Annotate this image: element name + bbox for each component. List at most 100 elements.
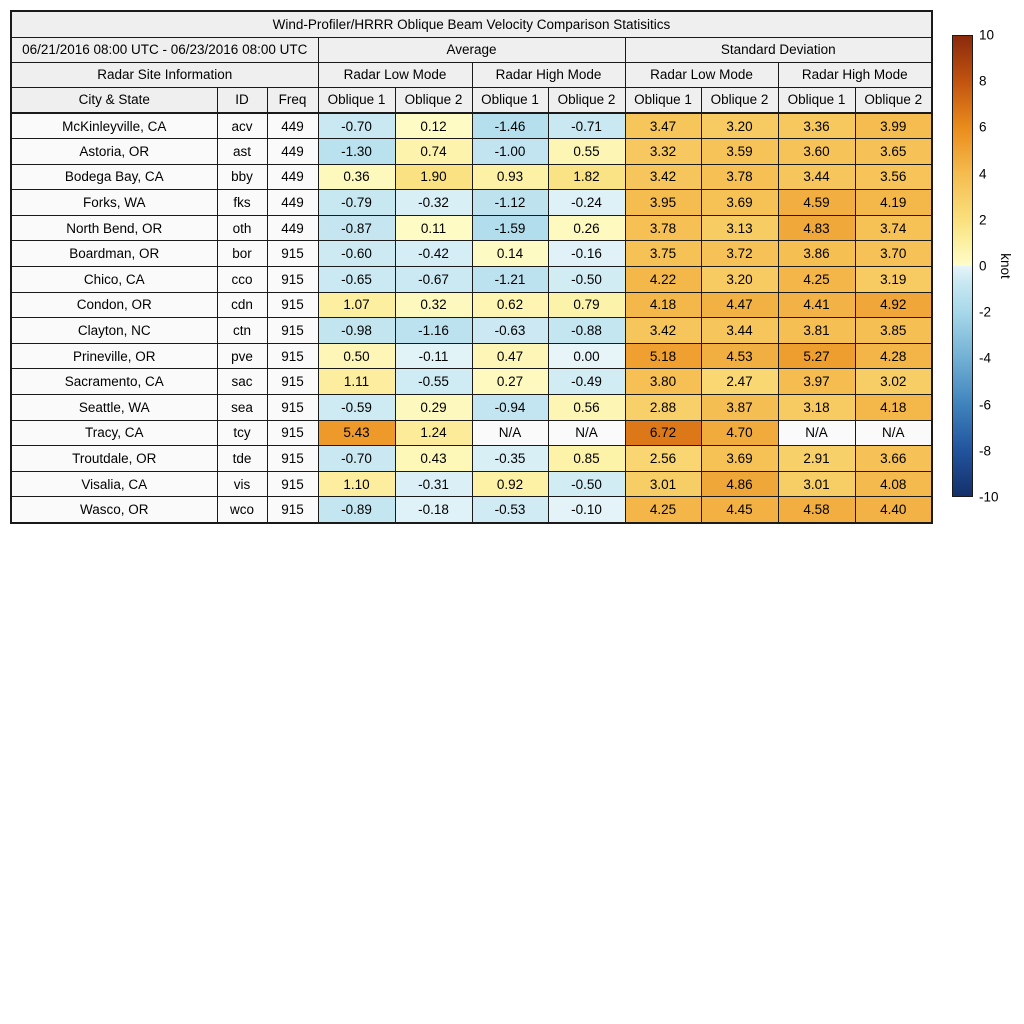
- header-avg-low-mode: Radar Low Mode: [317, 61, 473, 88]
- table-row: Sacramento, CA sac 915 1.11 -0.55 0.27 -0.49 3.…: [10, 368, 933, 396]
- cell-std-high-oblique1: 3.01: [777, 470, 856, 498]
- cell-std-high-oblique2: 3.56: [854, 163, 933, 191]
- cell-std-high-oblique2: 3.65: [854, 138, 933, 165]
- freq-cell: 915: [266, 240, 319, 268]
- cell-std-low-oblique1: 3.95: [624, 189, 702, 216]
- site-id-cell: vis: [216, 470, 268, 498]
- freq-cell: 449: [266, 189, 319, 216]
- site-id-cell: sea: [216, 394, 268, 421]
- colorbar-tick-label: -2: [979, 304, 992, 320]
- cell-avg-low-oblique2: -0.67: [394, 266, 473, 293]
- cell-std-high-oblique2: 3.99: [854, 112, 933, 140]
- cell-std-high-oblique1: 3.44: [777, 163, 856, 191]
- cell-avg-high-oblique1: -1.59: [471, 214, 549, 242]
- cell-std-low-oblique1: 3.32: [624, 138, 702, 165]
- site-id-cell: tde: [216, 445, 268, 472]
- freq-cell: 915: [266, 470, 319, 498]
- colorbar-unit-label: knot: [998, 253, 1013, 279]
- cell-std-low-oblique2: 3.69: [700, 189, 779, 216]
- cell-std-high-oblique1: 5.27: [777, 342, 856, 370]
- cell-avg-low-oblique2: -0.18: [394, 496, 473, 523]
- cell-std-low-oblique1: 3.75: [624, 240, 702, 268]
- freq-cell: 915: [266, 419, 319, 447]
- table-body: McKinleyville, CA acv 449 -0.70 0.12 -1.46 -0.…: [10, 112, 933, 523]
- city-cell: Wasco, OR: [10, 496, 218, 523]
- cell-std-high-oblique1: 4.83: [777, 214, 856, 242]
- cell-std-low-oblique2: 3.59: [700, 138, 779, 165]
- cell-avg-high-oblique2: N/A: [547, 419, 626, 447]
- cell-avg-high-oblique1: 0.14: [471, 240, 549, 268]
- cell-std-high-oblique1: 3.60: [777, 138, 856, 165]
- freq-cell: 915: [266, 394, 319, 421]
- header-avg-high-oblique2: Oblique 2: [547, 86, 626, 114]
- colorbar: [952, 35, 973, 497]
- table-row: Troutdale, OR tde 915 -0.70 0.43 -0.35 0.85 2.5…: [10, 445, 933, 472]
- site-id-cell: ast: [216, 138, 268, 165]
- cell-std-low-oblique1: 2.88: [624, 394, 702, 421]
- cell-avg-low-oblique1: -0.59: [317, 394, 396, 421]
- cell-std-high-oblique2: 3.02: [854, 368, 933, 396]
- site-id-cell: oth: [216, 214, 268, 242]
- freq-cell: 915: [266, 368, 319, 396]
- cell-avg-high-oblique2: 0.00: [547, 342, 626, 370]
- cell-std-low-oblique1: 3.42: [624, 317, 702, 344]
- table-row: North Bend, OR oth 449 -0.87 0.11 -1.59 0.26 3.…: [10, 214, 933, 242]
- cell-std-low-oblique1: 2.56: [624, 445, 702, 472]
- cell-avg-low-oblique1: -0.98: [317, 317, 396, 344]
- cell-std-high-oblique2: 4.18: [854, 394, 933, 421]
- header-standard-deviation: Standard Deviation: [624, 36, 933, 63]
- cell-avg-low-oblique2: -1.16: [394, 317, 473, 344]
- cell-avg-high-oblique1: 0.27: [471, 368, 549, 396]
- cell-avg-high-oblique2: 0.79: [547, 291, 626, 319]
- cell-std-high-oblique1: 3.36: [777, 112, 856, 140]
- site-id-cell: bby: [216, 163, 268, 191]
- cell-avg-low-oblique1: 1.07: [317, 291, 396, 319]
- cell-avg-high-oblique2: 0.56: [547, 394, 626, 421]
- table-row: Condon, OR cdn 915 1.07 0.32 0.62 0.79 4.18 4.47…: [10, 291, 933, 319]
- cell-avg-high-oblique2: 0.26: [547, 214, 626, 242]
- cell-avg-high-oblique1: -1.00: [471, 138, 549, 165]
- colorbar-tick-label: -8: [979, 443, 992, 459]
- cell-avg-low-oblique1: -0.87: [317, 214, 396, 242]
- table-row: Prineville, OR pve 915 0.50 -0.11 0.47 0.00 5.1…: [10, 342, 933, 370]
- city-cell: Visalia, CA: [10, 470, 218, 498]
- cell-std-high-oblique2: 3.66: [854, 445, 933, 472]
- cell-avg-high-oblique1: -0.63: [471, 317, 549, 344]
- cell-avg-low-oblique2: -0.31: [394, 470, 473, 498]
- colorbar-tick-label: -4: [979, 350, 992, 366]
- table-row: Clayton, NC ctn 915 -0.98 -1.16 -0.63 -0.88 3.4…: [10, 317, 933, 344]
- cell-avg-high-oblique1: 0.47: [471, 342, 549, 370]
- city-cell: Forks, WA: [10, 189, 218, 216]
- city-cell: Chico, CA: [10, 266, 218, 293]
- cell-avg-low-oblique1: -0.60: [317, 240, 396, 268]
- cell-avg-low-oblique2: -0.42: [394, 240, 473, 268]
- freq-cell: 449: [266, 112, 319, 140]
- cell-std-high-oblique2: 4.40: [854, 496, 933, 523]
- cell-std-high-oblique1: 4.58: [777, 496, 856, 523]
- cell-std-low-oblique1: 3.42: [624, 163, 702, 191]
- cell-avg-low-oblique2: 1.90: [394, 163, 473, 191]
- header-avg-high-oblique1: Oblique 1: [471, 86, 549, 114]
- cell-std-low-oblique1: 3.01: [624, 470, 702, 498]
- city-cell: Sacramento, CA: [10, 368, 218, 396]
- cell-std-high-oblique2: 4.08: [854, 470, 933, 498]
- cell-avg-low-oblique2: -0.55: [394, 368, 473, 396]
- cell-std-low-oblique2: 2.47: [700, 368, 779, 396]
- cell-avg-high-oblique2: -0.88: [547, 317, 626, 344]
- city-cell: Seattle, WA: [10, 394, 218, 421]
- table-row: Tracy, CA tcy 915 5.43 1.24 N/A N/A 6.72 4.70 N/A…: [10, 419, 933, 447]
- cell-std-low-oblique2: 3.69: [700, 445, 779, 472]
- table-row: McKinleyville, CA acv 449 -0.70 0.12 -1.46 -0.…: [10, 112, 933, 140]
- city-cell: Astoria, OR: [10, 138, 218, 165]
- city-cell: Tracy, CA: [10, 419, 218, 447]
- table-row: Wasco, OR wco 915 -0.89 -0.18 -0.53 -0.10 4.25 4…: [10, 496, 933, 523]
- cell-avg-high-oblique2: 1.82: [547, 163, 626, 191]
- header-site-info: Radar Site Information: [10, 61, 319, 88]
- colorbar-tick-label: 10: [979, 27, 995, 43]
- cell-avg-low-oblique2: 1.24: [394, 419, 473, 447]
- cell-std-low-oblique2: 3.20: [700, 112, 779, 140]
- cell-std-low-oblique1: 5.18: [624, 342, 702, 370]
- site-id-cell: bor: [216, 240, 268, 268]
- statistics-table: Wind-Profiler/HRRR Oblique Beam Velocity…: [10, 10, 933, 524]
- city-cell: Prineville, OR: [10, 342, 218, 370]
